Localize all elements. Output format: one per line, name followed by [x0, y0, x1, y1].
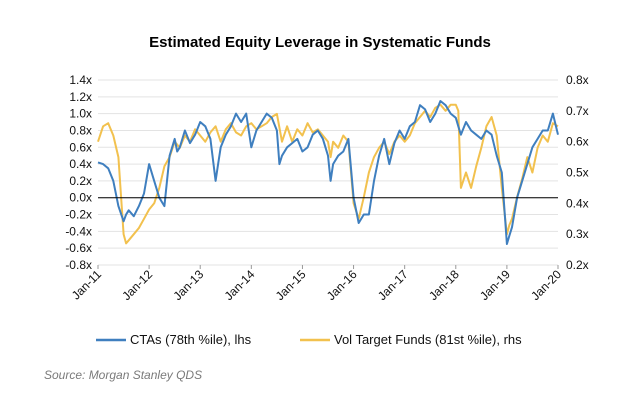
- y-axis-left: 1.4x 1.2x 1.0x 0.8x 0.6x 0.4x 0.2x 0.0x -0.2x -0.…: [65, 73, 92, 272]
- y-left-tick-label: -0.4x: [65, 224, 92, 238]
- chart-title: Estimated Equity Leverage in Systematic …: [149, 34, 491, 51]
- x-tick-label: Jan-14: [222, 267, 258, 303]
- y-right-tick-label: 0.6x: [566, 135, 589, 149]
- x-tick-label: Jan-12: [119, 267, 155, 303]
- x-tick-label: Jan-11: [69, 267, 104, 302]
- series-line-ctas: [97, 100, 559, 245]
- y-left-tick-label: -0.6x: [65, 241, 92, 255]
- source-note: Source: Morgan Stanley QDS: [44, 368, 203, 382]
- y-left-tick-label: 0.4x: [69, 157, 92, 171]
- x-tick-label: Jan-17: [375, 267, 411, 303]
- y-right-tick-label: 0.3x: [566, 227, 589, 241]
- y-axis-right: 0.8x 0.7x 0.6x 0.5x 0.4x 0.3x 0.2x: [566, 73, 589, 272]
- x-tick-label: Jan-20: [528, 267, 564, 303]
- x-axis: Jan-11 Jan-12 Jan-13 Jan-14 Jan-15 Jan-16 Jan-…: [69, 265, 564, 303]
- y-right-tick-label: 0.5x: [566, 166, 589, 180]
- y-left-tick-label: -0.2x: [65, 208, 92, 222]
- legend-label-vol-target: Vol Target Funds (81st %ile), rhs: [334, 332, 522, 347]
- gridlines: [98, 79, 558, 266]
- legend-label-ctas: CTAs (78th %ile), lhs: [130, 332, 252, 347]
- y-right-tick-label: 0.2x: [566, 258, 589, 272]
- y-right-tick-label: 0.7x: [566, 104, 589, 118]
- y-left-tick-label: 1.2x: [69, 90, 92, 104]
- y-left-tick-label: 0.2x: [69, 174, 92, 188]
- y-left-tick-label: 1.4x: [69, 73, 92, 87]
- y-left-tick-label: 0.8x: [69, 123, 92, 137]
- y-left-tick-label: 0.0x: [69, 191, 92, 205]
- y-right-tick-label: 0.4x: [566, 196, 589, 210]
- series-lines: [97, 100, 559, 245]
- y-right-tick-label: 0.8x: [566, 73, 589, 87]
- y-left-tick-label: -0.8x: [65, 258, 92, 272]
- x-tick-label: Jan-19: [477, 267, 513, 303]
- y-left-tick-label: 0.6x: [69, 140, 92, 154]
- y-left-tick-label: 1.0x: [69, 107, 92, 121]
- x-tick-label: Jan-15: [273, 267, 309, 303]
- x-tick-label: Jan-16: [324, 267, 360, 303]
- legend: CTAs (78th %ile), lhs Vol Target Funds (…: [96, 332, 522, 347]
- x-tick-label: Jan-13: [170, 267, 206, 303]
- x-tick-label: Jan-18: [426, 267, 462, 303]
